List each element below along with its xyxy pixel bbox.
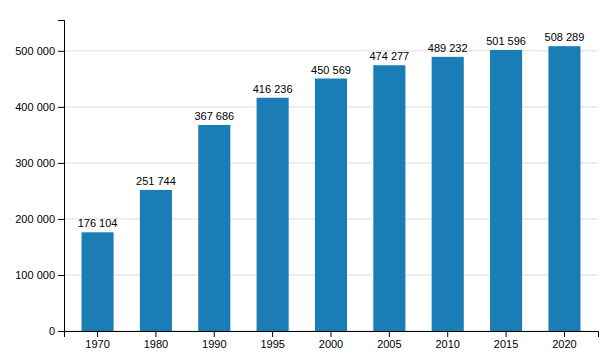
y-tick: 0	[49, 325, 64, 337]
y-tick-mark	[58, 51, 64, 52]
x-tick-label: 2015	[494, 338, 518, 350]
x-tick: 2005	[377, 331, 401, 350]
x-tick: 1970	[85, 331, 109, 350]
y-tick: 400 000	[15, 101, 64, 113]
y-tick-mark	[58, 163, 64, 164]
y-tick: 300 000	[15, 157, 64, 169]
y-tick: 100 000	[15, 269, 64, 281]
y-tick-mark	[58, 219, 64, 220]
bar	[198, 125, 230, 331]
x-tick-mark	[506, 331, 507, 337]
bar	[548, 46, 580, 331]
bar	[82, 232, 114, 331]
bar	[257, 98, 289, 331]
data-label: 450 569	[311, 64, 351, 76]
x-tick-mark	[447, 331, 448, 337]
bar	[432, 57, 464, 331]
x-tick-label: 1995	[260, 338, 284, 350]
data-label: 251 744	[136, 175, 176, 187]
data-label: 474 277	[369, 50, 409, 62]
x-tick: 2000	[319, 331, 343, 350]
y-tick-mark	[58, 107, 64, 108]
x-tick-mark	[97, 331, 98, 337]
x-tick: 2015	[494, 331, 518, 350]
x-tick-label: 1980	[144, 338, 168, 350]
data-label: 489 232	[428, 42, 468, 54]
y-tick-mark	[58, 331, 64, 332]
data-labels: 176 104 251 744 367 686 416 236 450 569 474 2…	[78, 31, 585, 229]
x-tick-mark	[389, 331, 390, 337]
data-label: 176 104	[78, 217, 118, 229]
y-tick-label: 300 000	[15, 157, 55, 169]
x-axis-line	[65, 332, 599, 338]
chart: 176 104 251 744 367 686 416 236 450 569 474 2…	[0, 0, 614, 363]
x-tick-label: 2010	[435, 338, 459, 350]
x-tick-label: 2000	[319, 338, 343, 350]
data-label: 367 686	[194, 110, 234, 122]
x-tick: 1990	[202, 331, 226, 350]
x-axis: 1970 1980 1990 1995 2000 2005 2010 2015 2020	[65, 331, 599, 350]
plot: 176 104 251 744 367 686 416 236 450 569 474 2…	[15, 21, 598, 350]
y-axis: 0 100 000 200 000 300 000 400 000 500 000	[15, 21, 64, 338]
x-tick-label: 1970	[85, 338, 109, 350]
y-tick: 500 000	[15, 45, 64, 57]
x-tick-mark	[272, 331, 273, 337]
bar	[490, 50, 522, 331]
data-label: 501 596	[486, 35, 526, 47]
x-tick-mark	[331, 331, 332, 337]
y-tick-label: 200 000	[15, 213, 55, 225]
x-tick-mark	[564, 331, 565, 337]
y-tick-label: 400 000	[15, 101, 55, 113]
data-label: 416 236	[253, 83, 293, 95]
x-tick: 1980	[144, 331, 168, 350]
bar	[373, 65, 405, 331]
x-tick-label: 1990	[202, 338, 226, 350]
y-tick-mark	[58, 275, 64, 276]
x-tick-label: 2020	[552, 338, 576, 350]
x-tick-mark	[214, 331, 215, 337]
grid	[64, 51, 598, 331]
y-axis-line	[58, 21, 65, 332]
bars	[82, 46, 581, 331]
x-tick: 2010	[435, 331, 459, 350]
x-tick-label: 2005	[377, 338, 401, 350]
y-tick-label: 500 000	[15, 45, 55, 57]
bar	[140, 190, 172, 331]
y-tick-label: 0	[49, 325, 55, 337]
y-tick-label: 100 000	[15, 269, 55, 281]
x-tick: 2020	[552, 331, 576, 350]
bar	[315, 79, 347, 331]
y-tick: 200 000	[15, 213, 64, 225]
x-tick-mark	[155, 331, 156, 337]
data-label: 508 289	[545, 31, 585, 43]
x-tick: 1995	[260, 331, 284, 350]
